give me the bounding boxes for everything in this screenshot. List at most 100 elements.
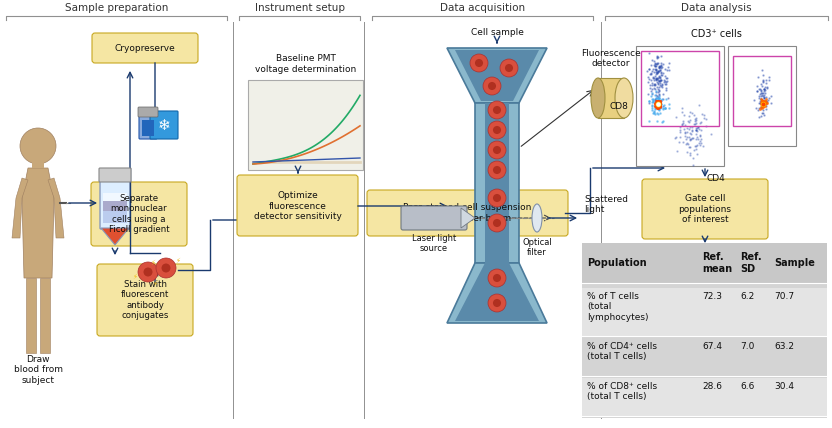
Point <box>756 101 770 107</box>
Point <box>751 73 765 80</box>
Polygon shape <box>32 160 44 168</box>
Point <box>659 66 672 73</box>
Point <box>642 65 656 72</box>
Text: ⚡: ⚡ <box>151 260 156 266</box>
Point <box>750 88 764 95</box>
Point <box>760 85 773 92</box>
Point <box>656 70 670 77</box>
Point <box>684 135 697 142</box>
Point <box>652 62 666 69</box>
Point <box>757 98 770 105</box>
Point <box>758 98 771 104</box>
Point <box>651 95 664 101</box>
Point <box>700 116 713 122</box>
Point <box>647 109 661 116</box>
Point <box>759 97 772 104</box>
Point <box>760 83 774 90</box>
Text: Laser light
source: Laser light source <box>412 234 456 253</box>
Point <box>651 92 665 99</box>
Point <box>756 102 770 109</box>
Point <box>645 88 658 95</box>
Point <box>651 103 664 110</box>
Point <box>750 88 764 95</box>
Text: 67.4: 67.4 <box>702 342 722 351</box>
Point <box>651 101 665 107</box>
Point <box>644 71 657 78</box>
Point <box>689 117 702 124</box>
Point <box>660 77 673 84</box>
Text: CD8: CD8 <box>609 101 628 110</box>
Bar <box>582 378 827 416</box>
Point <box>755 104 768 110</box>
Text: Gate cell
populations
of interest: Gate cell populations of interest <box>679 194 731 224</box>
Point <box>676 139 690 146</box>
Point <box>653 80 666 86</box>
Point <box>650 65 663 72</box>
Point <box>660 75 673 82</box>
Ellipse shape <box>488 101 506 119</box>
Point <box>651 104 665 111</box>
Point <box>646 91 659 98</box>
Point <box>660 74 673 81</box>
Point <box>651 100 664 107</box>
Point <box>651 101 665 107</box>
Point <box>755 102 768 109</box>
Text: Data analysis: Data analysis <box>681 3 752 13</box>
Point <box>651 103 665 110</box>
Point <box>646 98 660 105</box>
Text: 72.3: 72.3 <box>702 292 722 301</box>
Point <box>646 74 660 80</box>
Point <box>696 143 709 149</box>
Text: Baseline PMT
voltage determination: Baseline PMT voltage determination <box>255 54 356 74</box>
Point <box>656 102 670 109</box>
Point <box>660 84 673 91</box>
Ellipse shape <box>488 189 506 207</box>
Point <box>642 98 656 104</box>
Text: Optical
filter: Optical filter <box>522 238 552 257</box>
Point <box>659 87 672 94</box>
Point <box>760 80 773 87</box>
Point <box>691 134 704 140</box>
Ellipse shape <box>488 294 506 312</box>
Point <box>751 107 765 114</box>
Point <box>653 99 666 106</box>
Text: ⚡: ⚡ <box>152 281 157 287</box>
Point <box>755 101 769 108</box>
Point <box>756 93 770 100</box>
Point <box>653 103 666 110</box>
FancyBboxPatch shape <box>99 168 131 182</box>
Point <box>757 102 770 109</box>
Point <box>649 103 662 110</box>
Point <box>650 76 663 83</box>
Point <box>662 67 676 74</box>
Point <box>755 98 768 105</box>
Point <box>753 92 766 99</box>
Point <box>683 143 696 150</box>
Text: CD3⁺ cells: CD3⁺ cells <box>691 29 741 39</box>
Point <box>683 117 696 124</box>
Point <box>676 108 689 115</box>
Point <box>653 63 666 70</box>
Point <box>655 119 668 126</box>
Ellipse shape <box>615 78 633 118</box>
Point <box>650 76 663 83</box>
Point <box>753 106 766 113</box>
Text: Optimize
fluorescence
detector sensitivity: Optimize fluorescence detector sensitivi… <box>254 191 342 221</box>
Polygon shape <box>455 50 539 101</box>
Point <box>651 100 664 107</box>
Point <box>642 117 656 124</box>
Point <box>654 65 667 72</box>
Point <box>689 126 702 133</box>
FancyBboxPatch shape <box>91 182 187 246</box>
Point <box>754 96 767 103</box>
Point <box>653 103 666 110</box>
Text: Population: Population <box>587 258 646 268</box>
Point <box>656 90 670 97</box>
Point <box>759 98 772 105</box>
Point <box>684 150 697 157</box>
Point <box>754 87 767 94</box>
Point <box>750 82 764 89</box>
Point <box>755 89 768 96</box>
Point <box>680 149 693 156</box>
Point <box>689 146 702 152</box>
